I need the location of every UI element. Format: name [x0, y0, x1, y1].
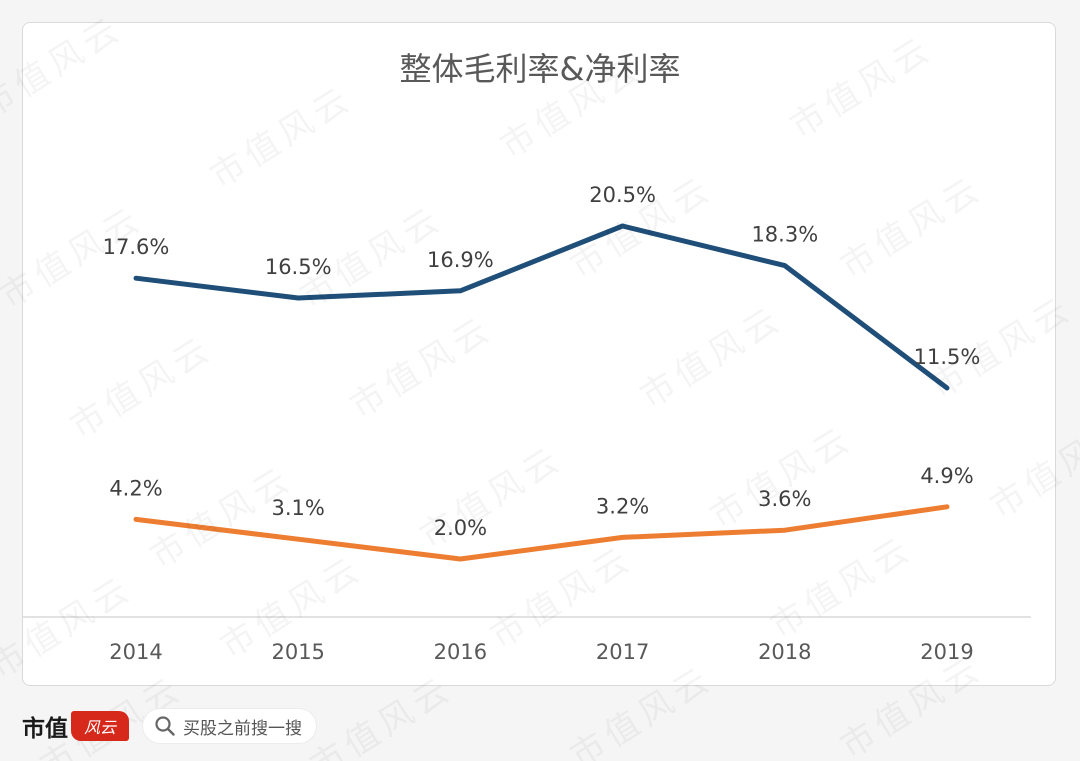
series-layer: [133, 223, 950, 562]
brand-logo-text: 市值: [22, 715, 68, 742]
data-label: 3.6%: [758, 487, 811, 511]
x-tick-label: 2018: [758, 640, 811, 664]
search-icon: [155, 716, 175, 736]
data-label: 18.3%: [751, 223, 818, 247]
chart-card: 整体毛利率&净利率 2014 2015 2016 2017 2018 2019 17.6%…: [22, 22, 1056, 686]
series-line-2: [133, 504, 950, 562]
footer-bar: 市值 风云 买股之前搜一搜: [22, 706, 316, 746]
x-tick-label: 2017: [596, 640, 649, 664]
data-label: 4.2%: [109, 476, 162, 500]
x-tick-label: 2014: [109, 640, 162, 664]
data-label: 3.2%: [596, 494, 649, 518]
data-label: 3.1%: [272, 496, 325, 520]
search-text: 买股之前搜一搜: [183, 718, 302, 739]
x-tick-label: 2019: [920, 640, 973, 664]
data-labels: 17.6% 16.5% 16.9% 20.5% 18.3% 11.5% 4.2% 3.1% 2.…: [103, 183, 981, 540]
line-chart: 整体毛利率&净利率 2014 2015 2016 2017 2018 2019 17.6%…: [23, 50, 1031, 664]
x-axis-ticks: 2014 2015 2016 2017 2018 2019: [109, 640, 973, 664]
data-label: 2.0%: [434, 516, 487, 540]
data-label: 16.9%: [427, 248, 494, 272]
x-tick-label: 2016: [434, 640, 487, 664]
search-pill[interactable]: 买股之前搜一搜: [143, 709, 316, 743]
chart-title: 整体毛利率&净利率: [400, 50, 681, 88]
brand-logo-badge: 风云: [71, 711, 129, 741]
series-line-1: [133, 223, 950, 391]
data-label: 16.5%: [265, 255, 332, 279]
x-tick-label: 2015: [271, 640, 324, 664]
data-label: 17.6%: [103, 235, 170, 259]
data-label: 20.5%: [589, 183, 656, 207]
data-label: 4.9%: [920, 464, 973, 488]
data-label: 11.5%: [914, 345, 981, 369]
